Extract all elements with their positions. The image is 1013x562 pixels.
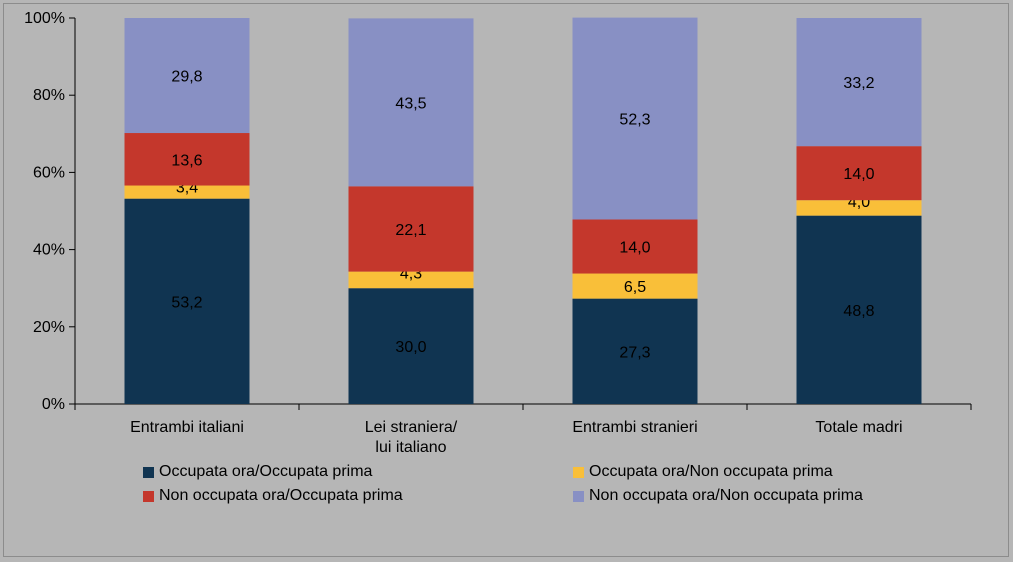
data-label: 27,3 — [619, 344, 650, 361]
x-tick-label: Lei straniera/ — [365, 419, 458, 436]
legend-label-non-occupata-non-occupata: Non occupata ora/Non occupata prima — [589, 487, 863, 504]
chart-frame — [3, 3, 1009, 557]
x-tick-label: Totale madri — [815, 419, 902, 436]
y-tick-label: 60% — [33, 164, 65, 181]
bar-occupata-ora-non-occupata-prima-1 — [124, 185, 250, 199]
data-label: 48,8 — [843, 303, 874, 320]
data-label: 33,2 — [843, 75, 874, 92]
legend-label-occupata-non-occupata: Occupata ora/Non occupata prima — [589, 463, 833, 480]
bar-occupata-ora-occupata-prima-1 — [124, 198, 250, 404]
y-tick-label: 40% — [33, 242, 65, 259]
x-tick-label: lui italiano — [375, 439, 446, 456]
bar-non-occupata-ora-occupata-prima-3 — [572, 219, 698, 274]
y-tick-label: 100% — [24, 10, 65, 27]
y-tick-label: 0% — [42, 396, 65, 413]
bar-occupata-ora-occupata-prima-4 — [796, 215, 922, 404]
x-tick-label: Entrambi italiani — [130, 419, 244, 436]
data-label: 52,3 — [619, 112, 650, 129]
bar-non-occupata-ora-non-occupata-prima-4 — [796, 18, 922, 147]
data-label: 14,0 — [619, 240, 650, 257]
legend-swatch-non-occupata-non-occupata — [573, 490, 584, 502]
bar-occupata-ora-non-occupata-prima-4 — [796, 200, 922, 216]
legend-item-occupata-non-occupata: Occupata ora/Non occupata prima — [573, 462, 903, 482]
data-label: 53,2 — [171, 294, 202, 311]
bar-occupata-ora-occupata-prima-3 — [572, 298, 698, 404]
bar-non-occupata-ora-non-occupata-prima-2 — [348, 18, 474, 187]
data-label: 43,5 — [395, 95, 426, 112]
data-label: 22,1 — [395, 222, 426, 239]
bar-non-occupata-ora-occupata-prima-2 — [348, 186, 474, 272]
bar-occupata-ora-non-occupata-prima-2 — [348, 271, 474, 289]
legend-label-non-occupata-occupata: Non occupata ora/Occupata prima — [159, 487, 403, 504]
bar-occupata-ora-occupata-prima-2 — [348, 288, 474, 404]
bar-non-occupata-ora-occupata-prima-1 — [124, 133, 250, 186]
y-tick-label: 20% — [33, 319, 65, 336]
legend-swatch-non-occupata-occupata — [143, 490, 154, 502]
data-label: 6,5 — [624, 279, 646, 296]
bar-non-occupata-ora-non-occupata-prima-1 — [124, 18, 250, 134]
bar-non-occupata-ora-occupata-prima-4 — [796, 146, 922, 201]
y-tick-label: 80% — [33, 87, 65, 104]
legend: Occupata ora/Occupata prima Occupata ora… — [143, 462, 903, 506]
x-tick-label: Entrambi stranieri — [572, 419, 697, 436]
data-label: 14,0 — [843, 166, 874, 183]
legend-swatch-occupata-non-occupata — [573, 466, 584, 478]
bar-occupata-ora-non-occupata-prima-3 — [572, 273, 698, 299]
bar-non-occupata-ora-non-occupata-prima-3 — [572, 17, 698, 220]
legend-item-occupata-occupata: Occupata ora/Occupata prima — [143, 462, 573, 482]
legend-item-non-occupata-occupata: Non occupata ora/Occupata prima — [143, 486, 573, 506]
legend-item-non-occupata-non-occupata: Non occupata ora/Non occupata prima — [573, 486, 903, 506]
legend-label-occupata-occupata: Occupata ora/Occupata prima — [159, 463, 373, 480]
data-label: 29,8 — [171, 69, 202, 86]
legend-swatch-occupata-occupata — [143, 466, 154, 478]
data-label: 30,0 — [395, 339, 426, 356]
data-label: 13,6 — [171, 152, 202, 169]
